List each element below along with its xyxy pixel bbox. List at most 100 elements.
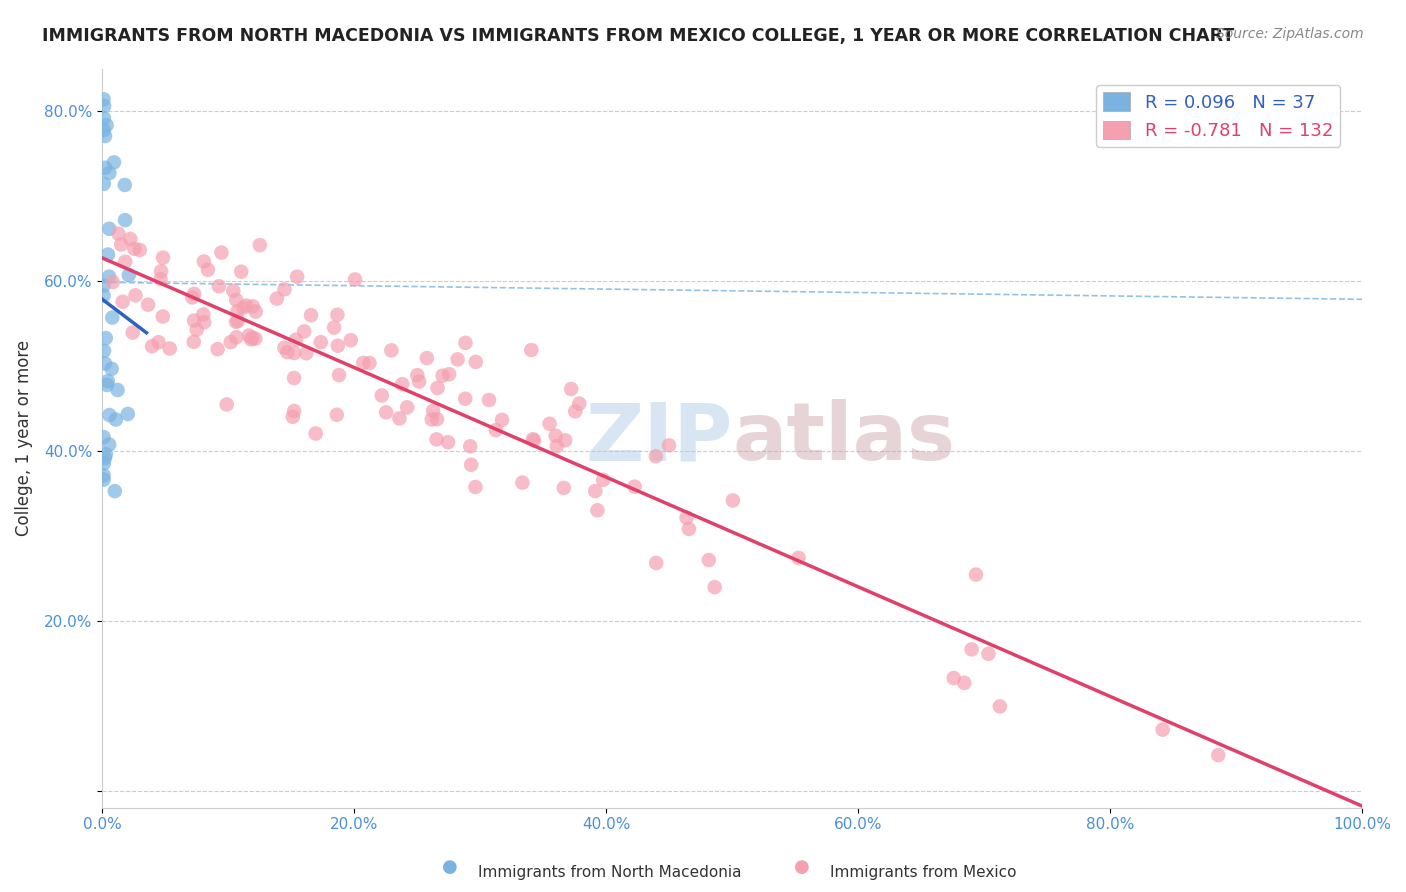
- Point: [193, 315, 215, 329]
- Point: [352, 356, 374, 370]
- Point: [426, 412, 449, 426]
- Point: [238, 328, 260, 343]
- Point: [299, 308, 322, 322]
- Point: [104, 484, 127, 499]
- Point: [464, 480, 486, 494]
- Point: [285, 269, 308, 284]
- Point: [977, 647, 1000, 661]
- Point: [94, 447, 117, 461]
- Point: [326, 308, 349, 322]
- Legend: R = 0.096   N = 37, R = -0.781   N = 132: R = 0.096 N = 37, R = -0.781 N = 132: [1097, 85, 1340, 147]
- Point: [208, 279, 231, 293]
- Point: [432, 368, 454, 383]
- Point: [305, 426, 328, 441]
- Point: [124, 288, 146, 302]
- Point: [100, 362, 122, 376]
- Point: [96, 378, 118, 392]
- Point: [546, 439, 568, 453]
- Point: [406, 368, 429, 383]
- Point: [644, 449, 666, 463]
- Point: [283, 371, 305, 385]
- Point: [225, 293, 247, 307]
- Point: [285, 333, 308, 347]
- Point: [340, 333, 363, 347]
- Y-axis label: College, 1 year or more: College, 1 year or more: [15, 340, 32, 536]
- Point: [512, 475, 534, 490]
- Point: [93, 468, 115, 483]
- Point: [183, 334, 205, 349]
- Point: [124, 242, 146, 256]
- Point: [240, 332, 263, 346]
- Point: [560, 382, 582, 396]
- Point: [658, 438, 681, 452]
- Point: [226, 304, 249, 318]
- Point: [678, 522, 700, 536]
- Point: [93, 177, 115, 191]
- Point: [273, 282, 295, 296]
- Point: [93, 111, 115, 125]
- Point: [1206, 747, 1229, 762]
- Point: [225, 315, 247, 329]
- Point: [98, 221, 121, 235]
- Text: ●: ●: [441, 858, 458, 876]
- Point: [222, 284, 245, 298]
- Point: [93, 430, 115, 444]
- Point: [107, 383, 129, 397]
- Point: [326, 408, 349, 422]
- Text: Immigrants from North Macedonia: Immigrants from North Macedonia: [478, 865, 741, 880]
- Point: [211, 245, 233, 260]
- Point: [245, 304, 267, 318]
- Point: [101, 275, 124, 289]
- Point: [564, 404, 586, 418]
- Point: [988, 699, 1011, 714]
- Point: [523, 434, 546, 448]
- Point: [478, 392, 501, 407]
- Point: [266, 292, 288, 306]
- Point: [94, 450, 117, 465]
- Point: [592, 473, 614, 487]
- Point: [416, 351, 439, 365]
- Point: [93, 288, 115, 302]
- Point: [422, 403, 444, 417]
- Point: [522, 432, 544, 446]
- Point: [231, 265, 253, 279]
- Point: [93, 92, 115, 106]
- Point: [437, 368, 460, 382]
- Point: [408, 375, 430, 389]
- Point: [388, 411, 411, 425]
- Point: [97, 247, 120, 261]
- Point: [93, 473, 115, 487]
- Point: [283, 346, 305, 360]
- Point: [323, 320, 346, 334]
- Point: [120, 232, 142, 246]
- Point: [375, 405, 398, 419]
- Text: ZIP: ZIP: [585, 399, 733, 477]
- Point: [181, 290, 204, 304]
- Point: [93, 278, 115, 293]
- Point: [460, 458, 482, 472]
- Point: [101, 310, 124, 325]
- Point: [226, 314, 249, 328]
- Point: [544, 429, 567, 443]
- Point: [114, 213, 136, 227]
- Point: [344, 272, 367, 286]
- Point: [98, 408, 121, 422]
- Point: [93, 343, 115, 358]
- Point: [309, 335, 332, 350]
- Point: [553, 481, 575, 495]
- Point: [235, 299, 257, 313]
- Point: [98, 437, 121, 451]
- Point: [380, 343, 402, 358]
- Point: [240, 331, 263, 345]
- Point: [118, 268, 141, 282]
- Point: [396, 401, 419, 415]
- Point: [141, 339, 163, 353]
- Point: [197, 262, 219, 277]
- Point: [426, 381, 449, 395]
- Point: [554, 434, 576, 448]
- Point: [721, 493, 744, 508]
- Point: [93, 99, 115, 113]
- Point: [110, 237, 132, 252]
- Point: [117, 407, 139, 421]
- Point: [149, 272, 172, 286]
